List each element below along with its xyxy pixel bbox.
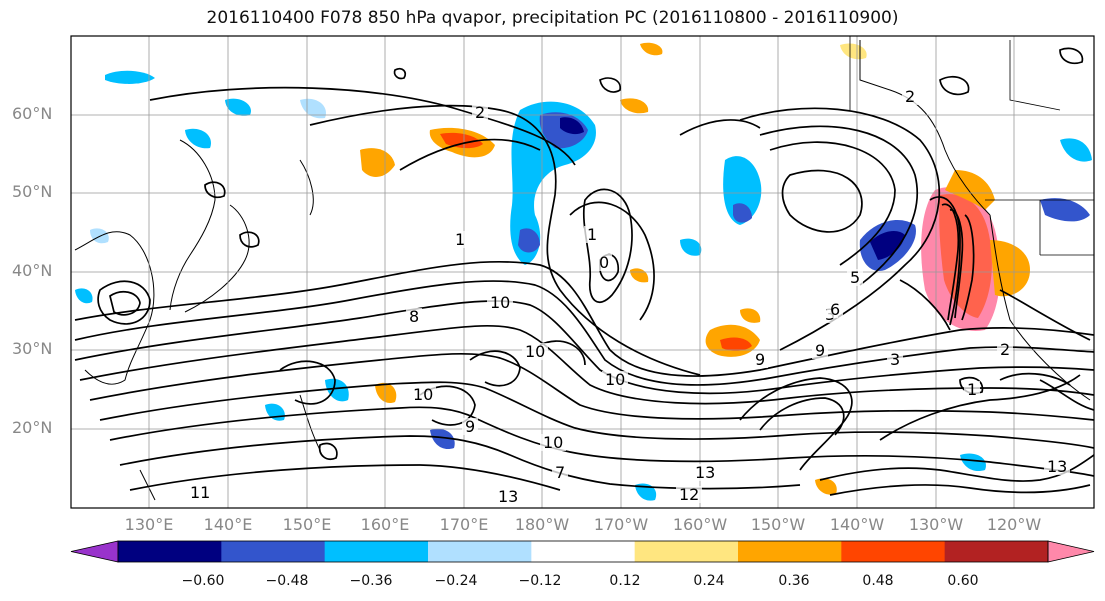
colorbar-tick: 0.60	[947, 573, 979, 589]
contour-label-bg	[552, 464, 568, 481]
contour-label-bg	[602, 371, 628, 388]
contour-label-bg	[964, 381, 980, 398]
colorbar-tick: 0.12	[609, 573, 641, 589]
contour-label-bg	[902, 88, 918, 105]
colorbar-extend-max	[1047, 540, 1095, 563]
colorbar-tick: 0.36	[778, 573, 810, 589]
contour-label-bg	[452, 231, 468, 248]
contour-label-bg	[752, 351, 768, 368]
colorbar-tick: −0.60	[181, 573, 225, 589]
lon-label-140w: 140°W	[829, 515, 885, 534]
coastlines	[74, 40, 1091, 501]
contour-label-bg	[847, 269, 863, 286]
lon-label-150e: 150°E	[282, 515, 332, 534]
lon-label-120w: 120°W	[986, 515, 1042, 534]
contour-label: 10	[605, 370, 625, 389]
contour-label: 1	[455, 230, 465, 249]
lon-label-130e: 130°E	[124, 515, 174, 534]
colorbar-tick: −0.24	[434, 573, 478, 589]
colorbar-outline	[117, 540, 1049, 563]
colorbar-segment	[841, 541, 946, 562]
contour-label-bg	[487, 294, 513, 311]
colorbar-segment	[738, 541, 842, 562]
lon-label-160w: 160°W	[672, 515, 728, 534]
contour-labels: 210110810109121311131353213679291010	[187, 87, 1070, 506]
contour-label: 0	[599, 253, 609, 272]
contour-label: 10	[490, 293, 510, 312]
colorbar-segment	[324, 541, 429, 562]
contour-label-bg	[997, 341, 1013, 358]
contour-label: 12	[679, 485, 699, 504]
lat-label-20n: 20°N	[12, 418, 53, 437]
contour-label: 2	[475, 103, 485, 122]
contour-label-bg	[692, 464, 718, 481]
lon-label-130w: 130°W	[908, 515, 964, 534]
contour-label: 13	[1047, 457, 1067, 476]
lat-label-60n: 60°N	[12, 104, 53, 123]
contour-label: 10	[525, 342, 545, 361]
lon-label-170e: 170°E	[439, 515, 489, 534]
colorbar-segment	[428, 541, 532, 562]
colorbar-segment	[118, 541, 222, 562]
colorbar-segment	[221, 541, 326, 562]
contour-label-bg	[187, 484, 213, 501]
colorbar-extend-min	[70, 540, 119, 563]
contour-label: 11	[190, 483, 210, 502]
colorbar-tick: 0.24	[693, 573, 725, 589]
colorbar-tick: −0.48	[265, 573, 309, 589]
qvapor-contours	[74, 47, 1094, 496]
contour-label: 1	[967, 380, 977, 399]
contour-label-bg	[584, 226, 600, 243]
contour-label-bg	[472, 104, 488, 121]
contour-label-bg	[462, 418, 478, 435]
contour-label: 2	[1000, 340, 1010, 359]
contour-label-bg	[522, 343, 548, 360]
lon-label-180w: 180°W	[514, 515, 570, 534]
lon-label-170w: 170°W	[593, 515, 649, 534]
contour-label: 2	[905, 87, 915, 106]
contour-label-bg	[827, 301, 843, 318]
contour-label: 6	[830, 300, 840, 319]
contour-label-bg	[406, 308, 422, 325]
map-title: 2016110400 F078 850 hPa qvapor, precipit…	[206, 8, 899, 28]
lon-label-160e: 160°E	[360, 515, 410, 534]
political-borders	[849, 36, 1094, 256]
contour-label: 13	[695, 463, 715, 482]
lon-label-150w: 150°W	[750, 515, 806, 534]
contour-label: 1	[587, 225, 597, 244]
contour-label-bg	[1044, 458, 1070, 475]
contour-label: 9	[465, 417, 475, 436]
map-frame	[70, 35, 1095, 509]
contour-label-bg	[410, 386, 436, 403]
contour-label: 5	[850, 268, 860, 287]
lat-label-40n: 40°N	[12, 261, 53, 280]
colorbar	[70, 540, 1095, 563]
contour-label: 10	[543, 433, 563, 452]
colorbar-segment	[634, 541, 739, 562]
lat-label-30n: 30°N	[12, 339, 53, 358]
colorbar-tick: 0.48	[862, 573, 894, 589]
grid-lines	[71, 36, 1094, 508]
contour-label: 9	[815, 341, 825, 360]
contour-label: 3	[890, 350, 900, 369]
contour-label-bg	[676, 486, 702, 503]
contour-label: 9	[755, 350, 765, 369]
contour-label-bg	[812, 342, 828, 359]
colorbar-tick: −0.12	[518, 573, 562, 589]
contour-label: 7	[555, 463, 565, 482]
contour-label-bg	[495, 488, 521, 505]
colorbar-segment	[944, 541, 1049, 562]
colorbar-tick: −0.36	[349, 573, 393, 589]
lon-label-140e: 140°E	[203, 515, 253, 534]
contour-label: 13	[498, 487, 518, 506]
lat-label-50n: 50°N	[12, 182, 53, 201]
colorbar-segment	[531, 541, 636, 562]
contour-label: 8	[409, 307, 419, 326]
contour-label: 10	[413, 385, 433, 404]
contour-label-bg	[540, 434, 566, 451]
contour-label-bg	[596, 254, 612, 271]
contour-label-bg	[887, 351, 903, 368]
